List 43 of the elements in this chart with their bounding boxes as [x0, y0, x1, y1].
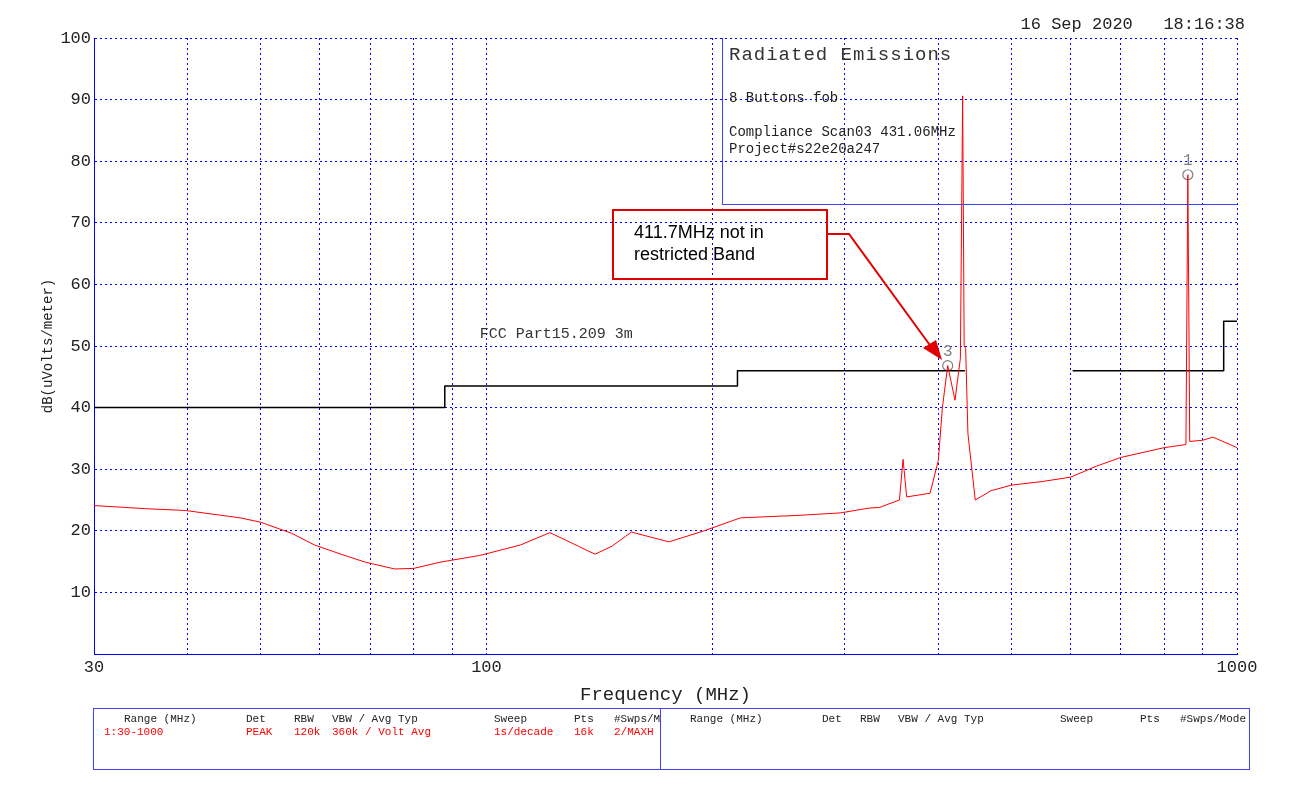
text: #Swps/Mode	[1180, 713, 1247, 725]
text: Sweep	[494, 713, 528, 725]
text: 2/MAXH	[614, 726, 654, 738]
text: FCC Part15.209 3m	[479, 325, 633, 343]
y-tick-label: 100	[60, 28, 91, 48]
annotation: 1	[1183, 151, 1193, 170]
text: PEAK	[246, 726, 273, 738]
y-tick-label: 90	[70, 90, 91, 110]
text: RBW	[294, 713, 314, 725]
text: Range (MHz)	[690, 713, 763, 725]
y-axis-title: dB(uVolts/meter)	[40, 278, 57, 414]
text: Range (MHz)	[124, 713, 197, 725]
text: 16k	[574, 726, 594, 738]
y-tick-label: 10	[70, 582, 91, 602]
x-tick-label: 1000	[1216, 657, 1258, 677]
text: Pts	[574, 713, 594, 725]
text: 360k / Volt Avg	[332, 726, 432, 738]
text: 16 Sep 2020 18:16:38	[1020, 15, 1245, 34]
text: VBW / Avg Typ	[332, 713, 418, 725]
y-tick-label: 20	[70, 521, 91, 541]
chart-title: Radiated Emissions	[729, 44, 953, 66]
text: #Swps/M	[614, 713, 661, 725]
text: 1s/decade	[494, 726, 554, 738]
y-tick-label: 80	[70, 151, 91, 171]
text: Det	[822, 713, 842, 725]
x-tick-label: 100	[471, 657, 502, 677]
y-tick-label: 50	[70, 336, 91, 356]
text: Pts	[1140, 713, 1160, 725]
x-axis-title: Frequency (MHz)	[579, 683, 752, 706]
y-tick-label: 30	[70, 459, 91, 479]
text: 120k	[294, 726, 321, 738]
y-tick-label: 60	[70, 274, 91, 294]
text: 1:30-1000	[104, 726, 164, 738]
annotation: 3	[942, 342, 953, 361]
text: Det	[246, 713, 266, 725]
text: 8 Buttons fob Compliance Scan03 431.06MHz Project#s22e20a247	[729, 90, 956, 157]
y-tick-label: 70	[70, 213, 91, 233]
text: VBW / Avg Typ	[898, 713, 984, 725]
y-tick-label: 40	[70, 398, 91, 418]
annotation: 411.7MHz not in restricted Band	[612, 209, 828, 280]
x-tick-label: 30	[83, 657, 105, 677]
text: Sweep	[1060, 713, 1094, 725]
text: RBW	[860, 713, 880, 725]
